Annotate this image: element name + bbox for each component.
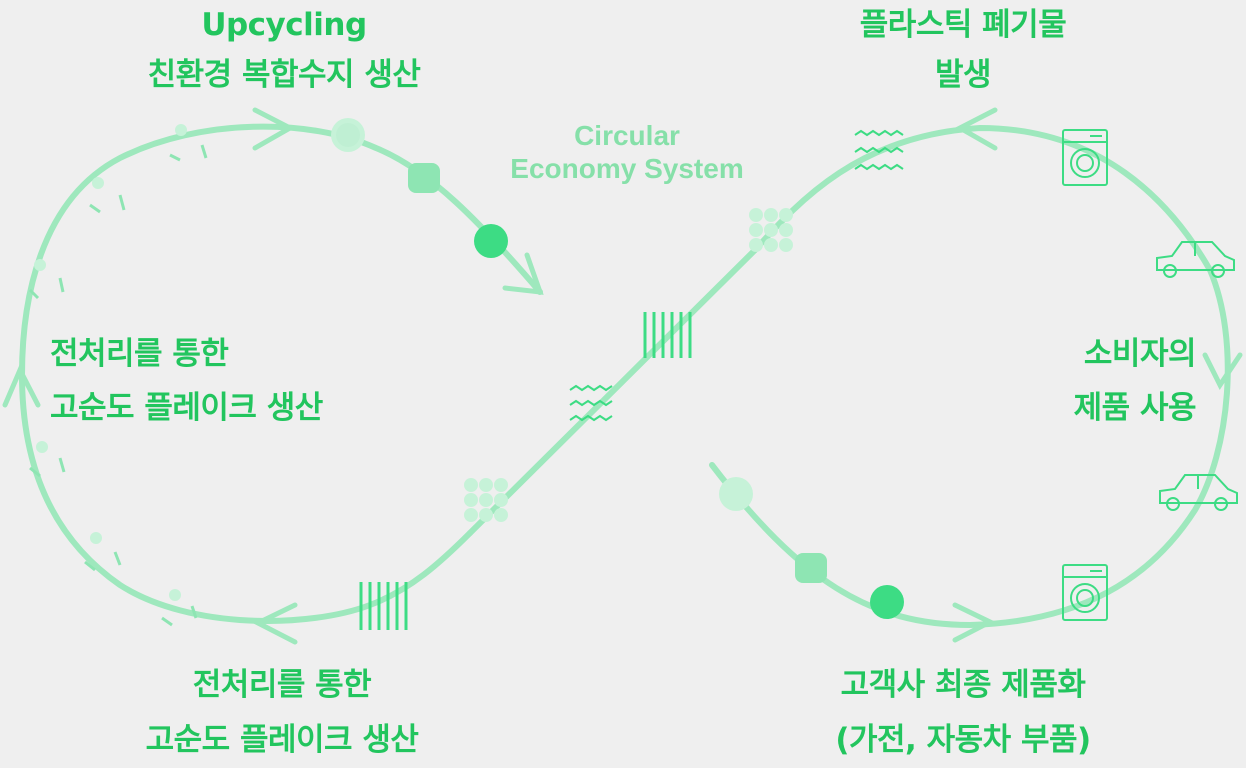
car-icon (1156, 241, 1235, 278)
wave-lines-icon (569, 384, 613, 422)
stage-waste-line-2: 발생 (934, 57, 992, 93)
pellet-icon (795, 553, 827, 583)
stage-pretreat-left-line-2: 고순도 플레이크 생산 (50, 390, 323, 426)
arrow-head-icon (1202, 352, 1243, 390)
stage-upcycling-line-1: Upcycling (201, 7, 367, 43)
crossing-line-path (467, 247, 758, 536)
stage-consumer-label: 소비자의 제품 사용 (1073, 327, 1197, 435)
stage-pretreat-left-label: 전처리를 통한 고순도 플레이크 생산 (50, 327, 323, 435)
stage-waste-label: 플라스틱 폐기물 발생 (859, 0, 1067, 100)
barcode-lines-icon (643, 312, 692, 358)
stage-waste-line-1: 플라스틱 폐기물 (859, 7, 1067, 43)
pellet-icon (408, 163, 440, 193)
arrow-head-icon (2, 364, 41, 408)
pellet-icon (331, 118, 365, 152)
arrow-head-icon (952, 602, 996, 643)
flake-marks-icon (28, 124, 208, 627)
stage-pretreat-left-line-1: 전처리를 통한 (50, 336, 229, 372)
stage-pretreat-bottom-line-1: 전처리를 통한 (192, 667, 372, 703)
flake-cluster-icon (464, 478, 508, 522)
pellet-icon (719, 477, 753, 511)
barcode-lines-icon (359, 582, 408, 630)
arrow-head-icon (252, 602, 298, 645)
diagram-title: Circular Economy System (510, 119, 743, 185)
stage-consumer-line-2: 제품 사용 (1073, 390, 1197, 426)
stage-customer-label: 고객사 최종 제품화 (가전, 자동차 부품) (835, 658, 1091, 768)
wave-lines-icon (854, 129, 904, 171)
arrow-head-icon (502, 252, 544, 295)
washing-machine-icon (1062, 129, 1108, 186)
car-icon (1159, 474, 1238, 511)
washing-machine-icon (1062, 564, 1108, 621)
stage-customer-line-1: 고객사 최종 제품화 (840, 667, 1086, 703)
diagram-title-line-2: Economy System (510, 153, 744, 184)
stage-pretreat-bottom-label: 전처리를 통한 고순도 플레이크 생산 (146, 658, 419, 768)
flake-cluster-icon (749, 208, 793, 252)
stage-upcycling-label: Upcycling 친환경 복합수지 생산 (148, 0, 421, 100)
left-loop-path (19, 123, 543, 624)
stage-consumer-line-1: 소비자의 (1083, 336, 1197, 372)
arrow-head-icon (954, 107, 998, 151)
right-loop-path (709, 125, 1231, 628)
stage-pretreat-bottom-line-2: 고순도 플레이크 생산 (145, 722, 419, 758)
pellet-icon (870, 585, 904, 619)
arrow-head-icon (252, 107, 296, 151)
diagram-title-line-1: Circular (574, 120, 680, 151)
stage-customer-line-2: (가전, 자동차 부품) (835, 722, 1091, 758)
pellet-icon (474, 224, 508, 258)
stage-upcycling-line-2: 친환경 복합수지 생산 (147, 57, 421, 93)
